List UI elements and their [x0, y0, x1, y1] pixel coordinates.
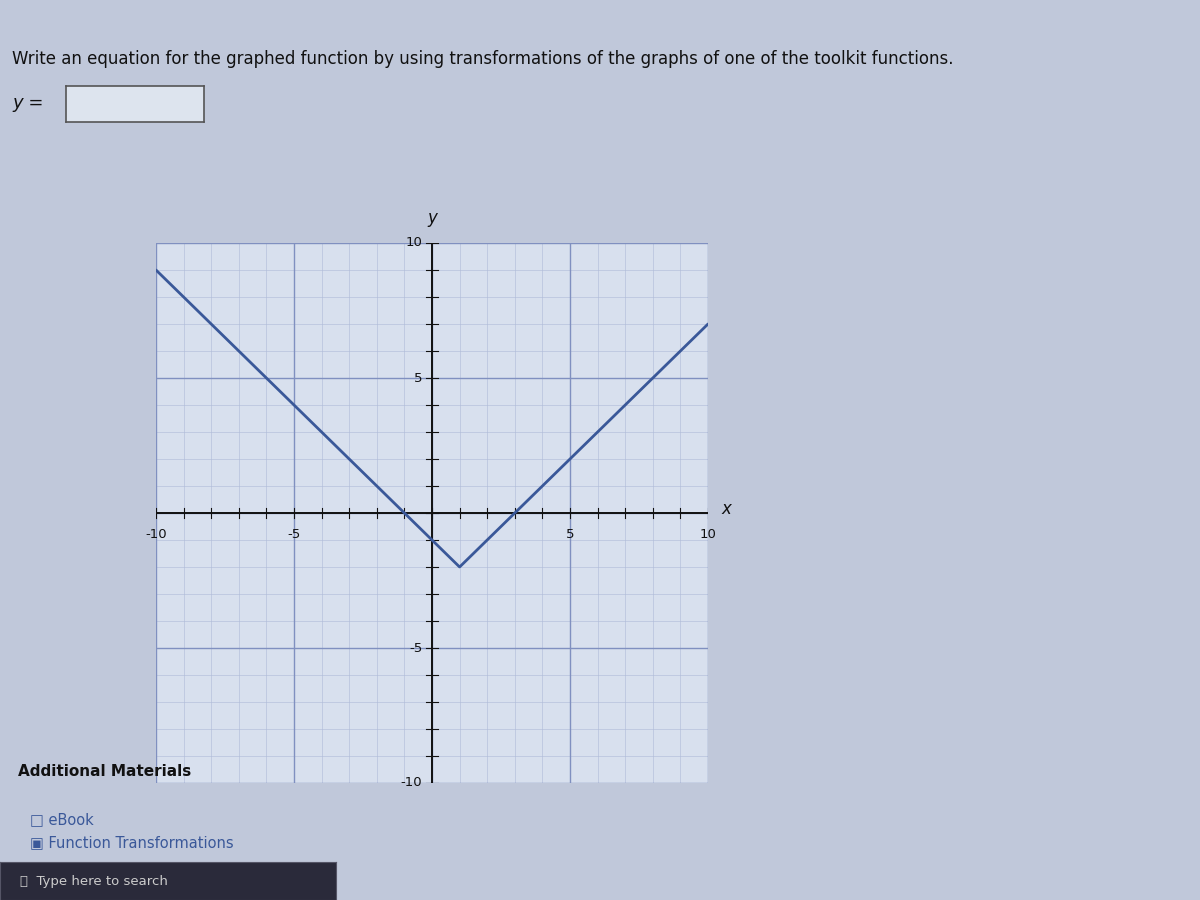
- Text: x: x: [722, 500, 732, 518]
- Text: 10: 10: [700, 527, 716, 541]
- Text: -5: -5: [409, 642, 422, 654]
- Text: 10: 10: [406, 237, 422, 249]
- Text: Write an equation for the graphed function by using transformations of the graph: Write an equation for the graphed functi…: [12, 50, 954, 68]
- Text: 5: 5: [414, 372, 422, 384]
- Text: y =: y =: [12, 94, 43, 112]
- Text: 5: 5: [565, 527, 575, 541]
- Text: -5: -5: [287, 527, 301, 541]
- Text: y: y: [427, 209, 437, 227]
- Text: ⌕  Type here to search: ⌕ Type here to search: [20, 875, 168, 887]
- Text: □ eBook: □ eBook: [30, 812, 94, 827]
- Text: -10: -10: [145, 527, 167, 541]
- Text: Additional Materials: Additional Materials: [18, 764, 191, 778]
- Text: ▣ Function Transformations: ▣ Function Transformations: [30, 835, 234, 850]
- Text: -10: -10: [401, 777, 422, 789]
